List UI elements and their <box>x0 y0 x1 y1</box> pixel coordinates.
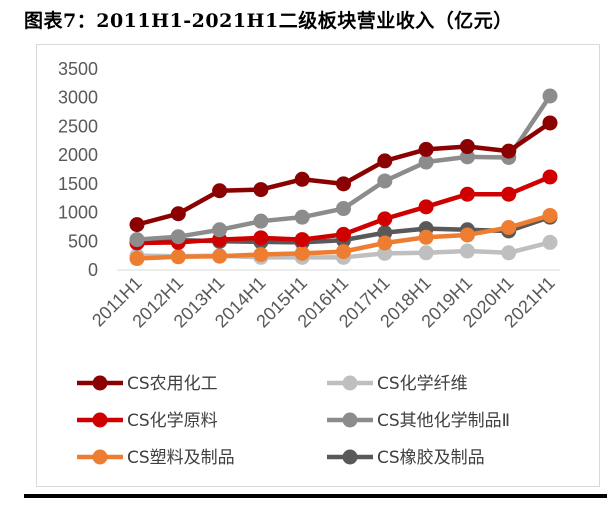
y-tick-label: 3000 <box>58 88 98 108</box>
chart-frame <box>36 44 600 487</box>
data-point <box>212 183 228 199</box>
data-point <box>294 245 310 261</box>
divider-rule <box>24 494 607 498</box>
y-tick-label: 1500 <box>58 174 98 194</box>
data-point <box>377 211 393 227</box>
legend-label: CS其他化学制品Ⅱ <box>377 411 510 431</box>
legend-label: CS橡胶及制品 <box>377 448 485 468</box>
legend-marker <box>342 412 358 428</box>
data-point <box>542 207 558 223</box>
legend-item: CS其他化学制品Ⅱ <box>327 411 510 431</box>
legend-label: CS化学纤维 <box>377 374 468 394</box>
data-point <box>542 88 558 104</box>
data-point <box>418 245 434 261</box>
y-tick-label: 2000 <box>58 145 98 165</box>
legend-item: CS化学纤维 <box>327 374 468 394</box>
data-point <box>336 244 351 260</box>
y-tick-label: 0 <box>88 260 98 280</box>
y-tick-label: 1000 <box>58 203 98 223</box>
legend-marker <box>92 412 108 428</box>
data-point <box>459 227 475 243</box>
legend-label: CS塑料及制品 <box>127 448 235 468</box>
data-point <box>212 248 228 264</box>
data-point <box>459 139 475 155</box>
data-point <box>501 245 517 261</box>
series-3 <box>129 88 558 248</box>
legend-marker <box>342 449 358 465</box>
legend-item: CS塑料及制品 <box>77 448 235 468</box>
data-point <box>377 173 393 189</box>
data-point <box>336 176 351 192</box>
legend-label: CS农用化工 <box>127 374 218 394</box>
series-0 <box>129 115 558 233</box>
data-point <box>212 222 228 238</box>
data-point <box>542 169 558 185</box>
data-point <box>542 115 558 131</box>
data-point <box>336 226 351 242</box>
data-point <box>418 199 434 215</box>
data-point <box>459 243 475 259</box>
data-point <box>377 235 393 251</box>
data-point <box>129 232 145 248</box>
data-point <box>418 141 434 157</box>
y-tick-label: 500 <box>68 231 98 251</box>
legend-item: CS农用化工 <box>77 374 218 394</box>
legend-marker <box>92 449 108 465</box>
data-point <box>459 149 475 165</box>
data-point <box>336 201 351 217</box>
data-point <box>418 154 434 170</box>
chart-title: 图表7：2011H1-2021H1二级板块营业收入（亿元） <box>24 10 513 32</box>
data-point <box>294 171 310 187</box>
data-point <box>377 153 393 169</box>
series-4 <box>129 207 558 267</box>
data-point <box>501 143 517 159</box>
legend-marker <box>342 375 358 391</box>
data-point <box>294 209 310 225</box>
legend-label: CS化学原料 <box>127 411 218 431</box>
data-point <box>129 217 145 233</box>
data-point <box>253 182 269 198</box>
data-point <box>501 186 517 202</box>
legend-item: CS化学原料 <box>77 411 218 431</box>
data-point <box>253 246 269 262</box>
legend-marker <box>92 375 108 391</box>
y-tick-label: 2500 <box>58 116 98 136</box>
data-point <box>253 213 269 229</box>
data-point <box>542 234 558 250</box>
data-point <box>501 220 517 236</box>
data-point <box>418 229 434 245</box>
series-line <box>136 94 552 242</box>
data-point <box>377 225 393 241</box>
legend-item: CS橡胶及制品 <box>327 448 485 468</box>
y-tick-label: 3500 <box>58 59 98 79</box>
data-point <box>294 232 310 248</box>
data-point <box>170 229 186 245</box>
data-point <box>129 251 145 267</box>
data-point <box>377 245 393 261</box>
data-point <box>253 230 269 246</box>
data-point <box>170 206 186 222</box>
data-point <box>170 249 186 265</box>
data-point <box>459 186 475 202</box>
